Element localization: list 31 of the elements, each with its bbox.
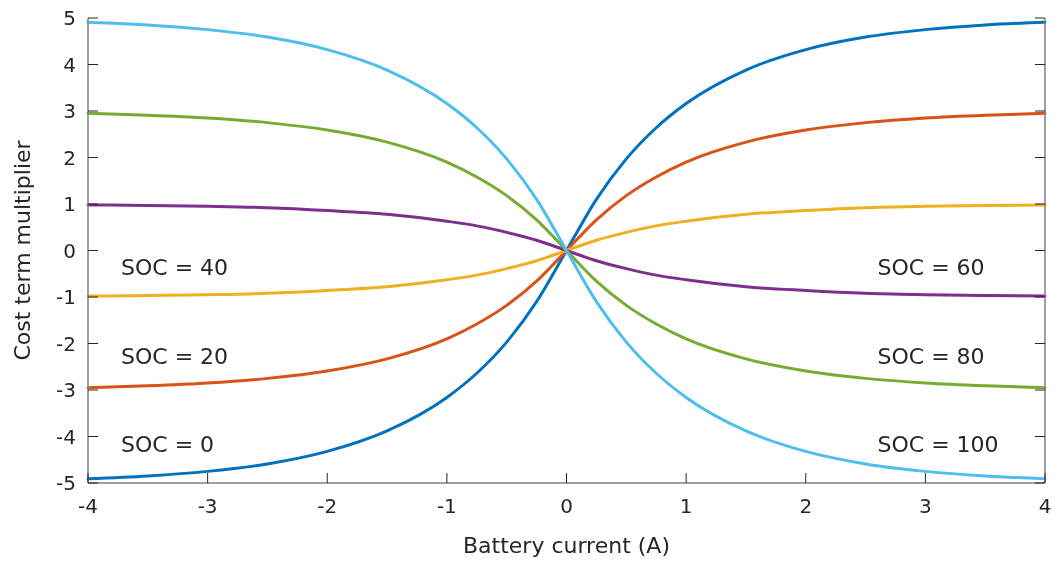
y-tick-label: 1	[63, 192, 76, 216]
x-tick-label: 1	[679, 494, 693, 518]
x-tick-label: 0	[560, 494, 573, 518]
x-tick-label: -4	[78, 494, 98, 518]
x-tick-label: -2	[317, 494, 338, 518]
line-series	[86, 111, 1047, 390]
line-series	[86, 203, 1047, 298]
y-axis-title: Cost term multiplier	[10, 139, 35, 361]
y-tick-label: -5	[56, 471, 76, 495]
y-tick-label: 4	[63, 52, 76, 77]
annotation: SOC = 0	[121, 432, 215, 458]
y-tick-label: -1	[56, 285, 76, 309]
y-tick-label: 0	[63, 238, 76, 263]
annotation: SOC = 20	[121, 343, 229, 369]
y-tick-label: -2	[56, 331, 76, 356]
y-tick-label: 2	[63, 145, 76, 170]
annotation: SOC = 80	[877, 343, 985, 369]
annotation: SOC = 100	[877, 432, 999, 458]
x-tick-label: -3	[197, 494, 218, 518]
y-tick-label: 5	[63, 6, 76, 30]
annotation: SOC = 60	[877, 255, 985, 281]
line-series	[86, 20, 1047, 481]
annotation: SOC = 40	[121, 255, 229, 281]
y-tick-label: -4	[56, 424, 76, 449]
x-tick-label: 2	[799, 494, 813, 518]
x-tick-label: 4	[1038, 494, 1052, 518]
y-tick-label: 3	[63, 99, 76, 123]
x-tick-label: 3	[919, 494, 932, 518]
x-axis-title: Battery current (A)	[463, 533, 670, 558]
y-tick-label: -3	[56, 378, 76, 402]
x-tick-label: -1	[436, 494, 457, 518]
